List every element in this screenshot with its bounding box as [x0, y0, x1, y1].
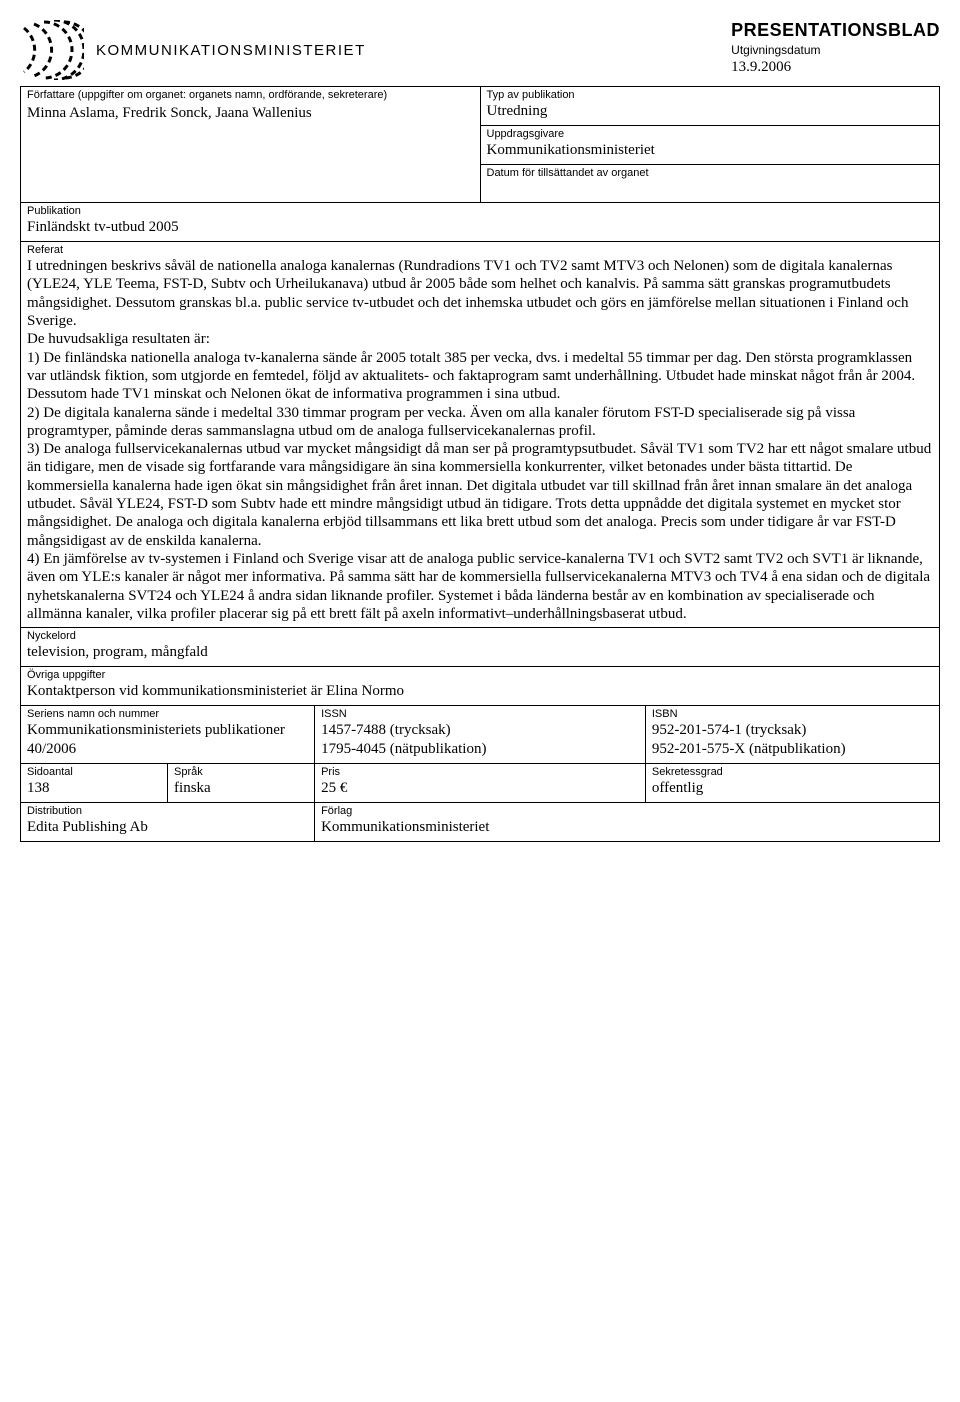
abstract-p2: De huvudsakliga resultaten är: — [27, 330, 933, 348]
publication-label: Publikation — [27, 205, 933, 218]
appoint-cell: Datum för tillsättandet av organet — [480, 164, 940, 202]
price-cell: Pris 25 € — [315, 763, 646, 802]
pubtype-value: Utredning — [487, 102, 934, 121]
abstract-cell: Referat I utredningen beskrivs såväl de … — [21, 242, 940, 628]
other-cell: Övriga uppgifter Kontaktperson vid kommu… — [21, 667, 940, 706]
dist-label: Distribution — [27, 805, 308, 818]
series-label: Seriens namn och nummer — [27, 708, 308, 721]
pages-cell: Sidoantal 138 — [21, 763, 168, 802]
commissioner-cell: Uppdragsgivare Kommunikationsministeriet — [480, 125, 940, 164]
isbn-value1: 952-201-574-1 (trycksak) — [652, 721, 933, 740]
abstract-p6: 4) En jämförelse av tv-systemen i Finlan… — [27, 550, 933, 623]
ministry-name: KOMMUNIKATIONSMINISTERIET — [96, 42, 366, 59]
series-cell: Seriens namn och nummer Kommunikationsmi… — [21, 706, 315, 764]
price-value: 25 € — [321, 779, 639, 798]
other-value: Kontaktperson vid kommunikationsminister… — [27, 682, 933, 701]
abstract-label: Referat — [27, 244, 933, 257]
other-label: Övriga uppgifter — [27, 669, 933, 682]
top-table: Författare (uppgifter om organet: organe… — [20, 86, 940, 203]
dist-cell: Distribution Edita Publishing Ab — [21, 802, 315, 841]
ministry-logo-block: KOMMUNIKATIONSMINISTERIET — [20, 20, 366, 80]
dist-value: Edita Publishing Ab — [27, 818, 308, 837]
author-cell: Författare (uppgifter om organet: organe… — [21, 87, 481, 203]
lang-value: finska — [174, 779, 308, 798]
publication-cell: Publikation Finländskt tv-utbud 2005 — [21, 203, 940, 242]
author-value: Minna Aslama, Fredrik Sonck, Jaana Walle… — [27, 104, 474, 123]
issn-cell: ISSN 1457-7488 (trycksak) 1795-4045 (nät… — [315, 706, 646, 764]
series-value: Kommunikationsministeriets publikationer… — [27, 721, 308, 759]
pubtype-label: Typ av publikation — [487, 89, 934, 102]
mid-table: Publikation Finländskt tv-utbud 2005 Ref… — [20, 202, 940, 628]
pages-label: Sidoantal — [27, 766, 161, 779]
date-value: 13.9.2006 — [731, 59, 940, 76]
abstract-body: I utredningen beskrivs såväl de nationel… — [27, 257, 933, 623]
isbn-cell: ISBN 952-201-574-1 (trycksak) 952-201-57… — [645, 706, 939, 764]
abstract-p4: 2) De digitala kanalerna sände i medelta… — [27, 404, 933, 441]
date-label: Utgivningsdatum — [731, 43, 940, 57]
keywords-value: television, program, mångfald — [27, 643, 933, 662]
issn-label: ISSN — [321, 708, 639, 721]
issn-value2: 1795-4045 (nätpublikation) — [321, 740, 639, 759]
publication-value: Finländskt tv-utbud 2005 — [27, 218, 933, 237]
isbn-value2: 952-201-575-X (nätpublikation) — [652, 740, 933, 759]
publisher-label: Förlag — [321, 805, 933, 818]
pubtype-cell: Typ av publikation Utredning — [480, 87, 940, 126]
author-label: Författare (uppgifter om organet: organe… — [27, 89, 474, 102]
publisher-cell: Förlag Kommunikationsministeriet — [315, 802, 940, 841]
title-block: PRESENTATIONSBLAD Utgivningsdatum 13.9.2… — [731, 20, 940, 76]
document-title: PRESENTATIONSBLAD — [731, 20, 940, 41]
appoint-value — [487, 180, 934, 198]
lang-cell: Språk finska — [168, 763, 315, 802]
abstract-p3: 1) De finländska nationella analoga tv-k… — [27, 349, 933, 404]
document-header: KOMMUNIKATIONSMINISTERIET PRESENTATIONSB… — [20, 20, 940, 80]
issn-value1: 1457-7488 (trycksak) — [321, 721, 639, 740]
abstract-p5: 3) De analoga fullservicekanalernas utbu… — [27, 440, 933, 550]
ministry-logo-icon — [20, 20, 84, 80]
abstract-p1: I utredningen beskrivs såväl de nationel… — [27, 257, 933, 330]
commissioner-label: Uppdragsgivare — [487, 128, 934, 141]
isbn-label: ISBN — [652, 708, 933, 721]
appoint-label: Datum för tillsättandet av organet — [487, 167, 934, 180]
keywords-label: Nyckelord — [27, 630, 933, 643]
publisher-value: Kommunikationsministeriet — [321, 818, 933, 837]
commissioner-value: Kommunikationsministeriet — [487, 141, 934, 160]
keywords-cell: Nyckelord television, program, mångfald — [21, 628, 940, 667]
conf-cell: Sekretessgrad offentlig — [645, 763, 939, 802]
lang-label: Språk — [174, 766, 308, 779]
pages-value: 138 — [27, 779, 161, 798]
conf-value: offentlig — [652, 779, 933, 798]
price-label: Pris — [321, 766, 639, 779]
footer-table: Nyckelord television, program, mångfald … — [20, 627, 940, 841]
conf-label: Sekretessgrad — [652, 766, 933, 779]
